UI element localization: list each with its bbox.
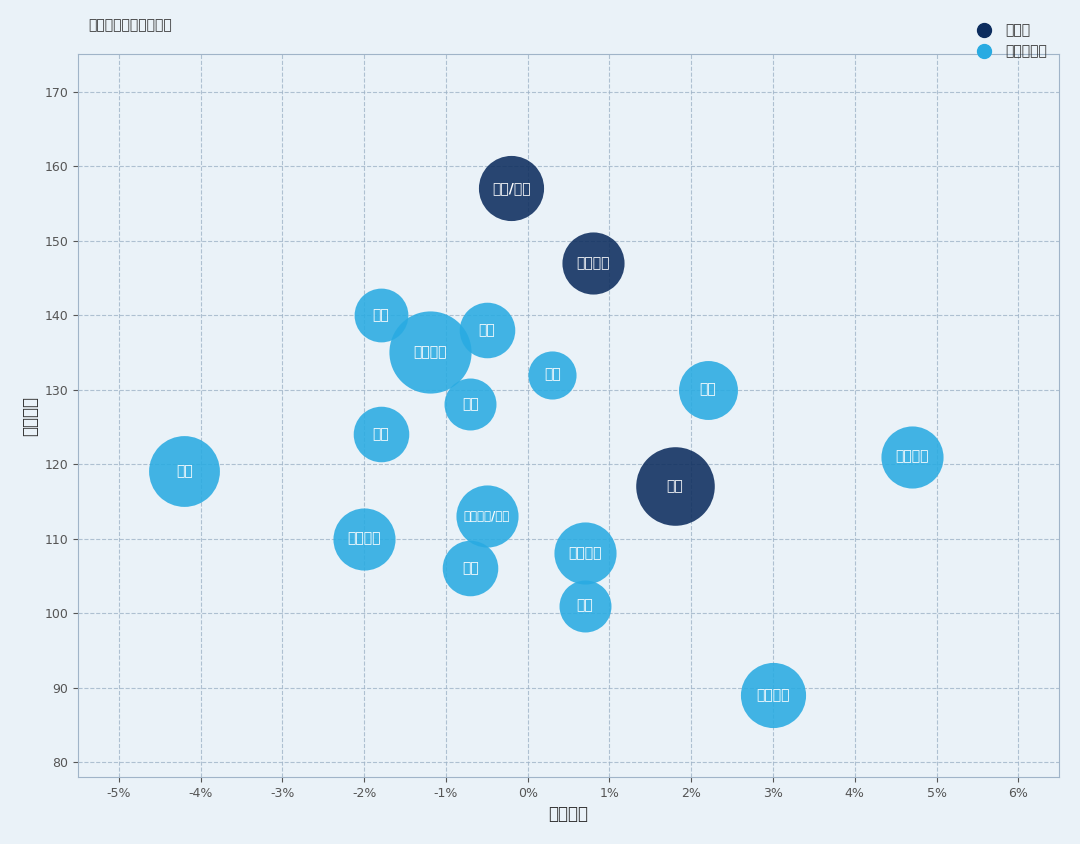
Text: 国潮: 国潮	[577, 598, 593, 613]
Text: 网络游戏: 网络游戏	[756, 688, 789, 702]
Text: 种草: 种草	[666, 479, 684, 494]
Point	[903, 450, 920, 463]
Text: 幽默搞笑: 幽默搞笑	[895, 450, 929, 463]
Point	[176, 465, 193, 479]
Text: 健康养生: 健康养生	[568, 546, 602, 560]
Point	[372, 308, 389, 322]
Point	[765, 688, 782, 701]
Text: 运动: 运动	[462, 561, 478, 576]
Point	[502, 181, 519, 195]
Text: 影视娱乐/明星: 影视娱乐/明星	[463, 510, 510, 522]
Text: 阅读: 阅读	[176, 464, 192, 479]
Point	[584, 256, 602, 269]
Point	[462, 398, 480, 411]
Y-axis label: 偏好指数: 偏好指数	[21, 396, 39, 436]
Text: 音乐: 音乐	[462, 398, 478, 411]
Point	[355, 532, 373, 545]
X-axis label: 成长指数: 成长指数	[549, 805, 589, 823]
Text: 美食: 美食	[478, 323, 496, 337]
Text: 旅行: 旅行	[373, 308, 389, 322]
Text: 服饰搭配: 服饰搭配	[577, 256, 610, 270]
Text: 理财: 理财	[699, 382, 716, 397]
Text: 时尚/流行: 时尚/流行	[492, 181, 530, 196]
Point	[372, 427, 389, 441]
Point	[478, 510, 496, 523]
Legend: 购物类, 垂直兴趣类: 购物类, 垂直兴趣类	[964, 18, 1052, 64]
Text: 潮玩: 潮玩	[373, 427, 389, 441]
Point	[699, 383, 716, 397]
Point	[462, 561, 480, 575]
Point	[666, 479, 684, 493]
Point	[543, 368, 561, 381]
Point	[577, 547, 594, 560]
Text: 日韩文化: 日韩文化	[413, 345, 446, 360]
Text: 健身: 健身	[544, 368, 561, 381]
Text: 圆圈大小：圈层渗透率: 圆圈大小：圈层渗透率	[87, 19, 172, 33]
Text: 欧美文化: 欧美文化	[348, 532, 381, 545]
Point	[478, 323, 496, 337]
Point	[577, 598, 594, 612]
Point	[421, 345, 438, 359]
